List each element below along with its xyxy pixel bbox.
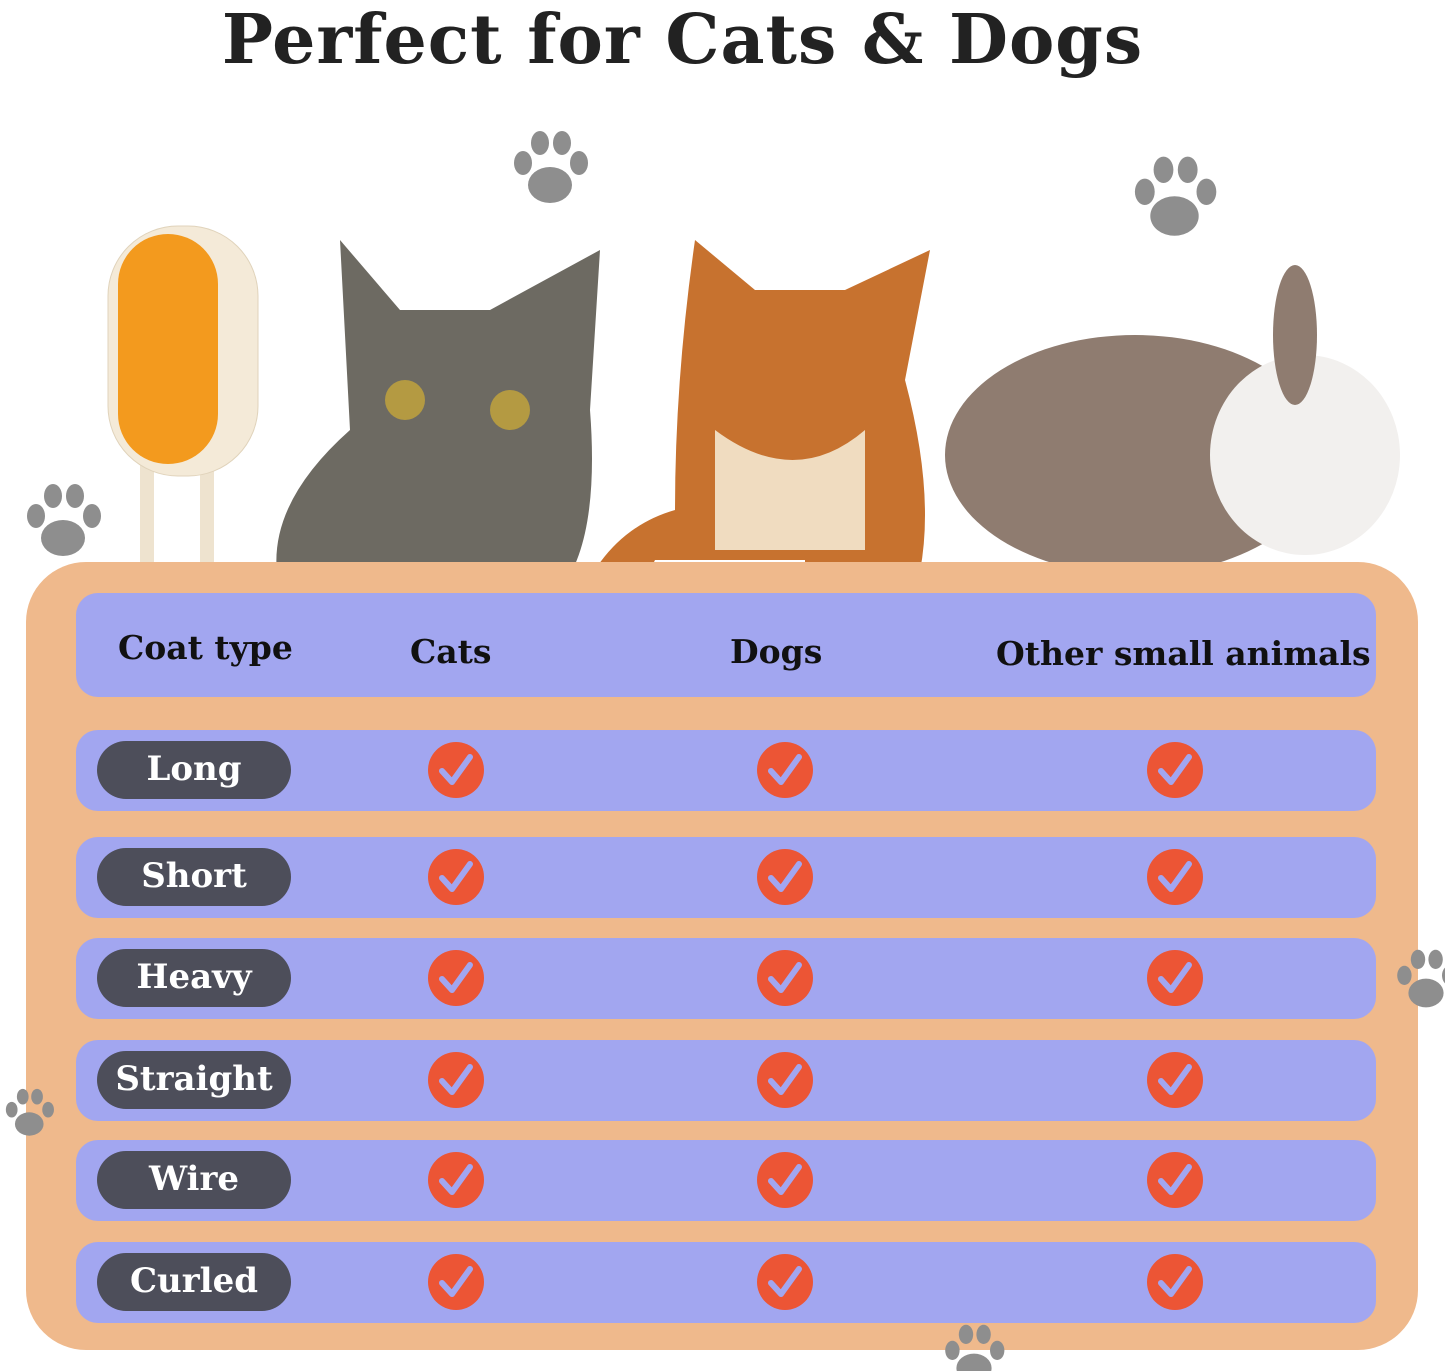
check-circle-icon [1147, 950, 1203, 1006]
table-header [76, 593, 1376, 697]
check-circle-icon [757, 1052, 813, 1108]
paw-print-icon [1134, 156, 1217, 236]
paw-print-icon [514, 131, 588, 203]
steam-brush-image [107, 225, 259, 590]
paw-print-icon [945, 1324, 1005, 1371]
check-circle-icon [757, 1152, 813, 1208]
check-circle-icon [428, 1152, 484, 1208]
check-circle-icon [428, 742, 484, 798]
check-circle-icon [757, 1254, 813, 1310]
header-dogs: Dogs [730, 632, 823, 671]
check-circle-icon [757, 950, 813, 1006]
coat-type-label: Straight [97, 1051, 291, 1109]
cat-image [276, 240, 600, 590]
coat-type-label: Short [97, 848, 291, 906]
rabbit-image [945, 265, 1400, 575]
coat-type-label: Curled [97, 1253, 291, 1311]
header-other-small-animals: Other small animals [996, 634, 1371, 673]
paw-print-icon [5, 1088, 54, 1136]
coat-type-label: Heavy [97, 949, 291, 1007]
coat-type-label: Long [97, 741, 291, 799]
header-coat-type: Coat type [118, 628, 293, 667]
check-circle-icon [428, 849, 484, 905]
page-title: Perfect for Cats & Dogs [221, 0, 1144, 80]
check-circle-icon [428, 1052, 484, 1108]
check-circle-icon [428, 950, 484, 1006]
paw-print-icon [27, 484, 101, 556]
paw-print-icon [1397, 949, 1445, 1008]
check-circle-icon [757, 742, 813, 798]
coat-type-label: Wire [97, 1151, 291, 1209]
check-circle-icon [1147, 1152, 1203, 1208]
header-cats: Cats [410, 632, 492, 671]
check-circle-icon [757, 849, 813, 905]
check-circle-icon [1147, 742, 1203, 798]
check-circle-icon [1147, 1254, 1203, 1310]
check-circle-icon [428, 1254, 484, 1310]
check-circle-icon [1147, 1052, 1203, 1108]
check-circle-icon [1147, 849, 1203, 905]
dog-image [575, 240, 930, 620]
